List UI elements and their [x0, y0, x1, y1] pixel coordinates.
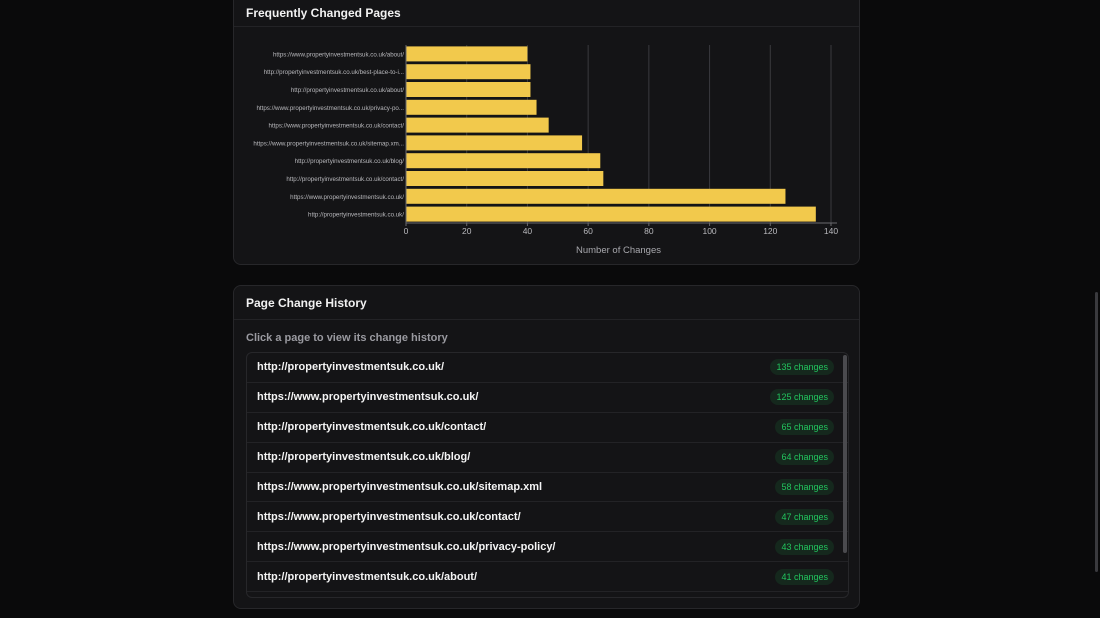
history-card-title: Page Change History [234, 286, 859, 320]
changes-bar-chart: https://www.propertyinvestmentsuk.co.uk/… [253, 45, 838, 256]
page-url: http://propertyinvestmentsuk.co.uk/about… [257, 570, 478, 583]
list-item[interactable]: http://propertyinvestmentsuk.co.uk/about… [247, 562, 848, 593]
page-url: http://propertyinvestmentsuk.co.uk/conta… [257, 421, 487, 434]
list-item[interactable]: https://www.propertyinvestmentsuk.co.uk/… [247, 383, 848, 413]
category-label: http://propertyinvestmentsuk.co.uk/blog/ [295, 158, 405, 165]
bar [406, 206, 816, 222]
bar [406, 188, 786, 204]
change-count-badge: 135 changes [770, 359, 834, 376]
x-tick-label: 140 [824, 226, 838, 236]
category-label: http://propertyinvestmentsuk.co.uk/about… [291, 87, 404, 94]
change-count-badge: 65 changes [775, 419, 834, 436]
change-count-badge: 64 changes [775, 449, 834, 466]
list-item[interactable]: https://www.propertyinvestmentsuk.co.uk/… [247, 532, 848, 563]
page-url: https://www.propertyinvestmentsuk.co.uk/… [257, 481, 543, 493]
change-count-badge: 125 changes [770, 389, 834, 406]
change-count-badge: 47 changes [775, 508, 834, 525]
category-label: https://www.propertyinvestmentsuk.co.uk/… [253, 140, 404, 147]
category-label: https://www.propertyinvestmentsuk.co.uk/… [256, 105, 404, 112]
change-count-badge: 41 changes [775, 568, 834, 585]
list-item[interactable]: https://www.propertyinvestmentsuk.co.uk/… [247, 502, 848, 533]
category-label: http://propertyinvestmentsuk.co.uk/conta… [286, 176, 404, 183]
list-scrollbar[interactable] [843, 355, 847, 553]
bar [406, 117, 549, 133]
bar [406, 135, 583, 151]
x-tick-label: 120 [763, 226, 777, 236]
page-change-history-card: Page Change History Click a page to view… [233, 285, 860, 609]
bar [406, 64, 531, 80]
page-url: https://www.propertyinvestmentsuk.co.uk/… [257, 540, 556, 553]
x-axis-label: Number of Changes [576, 245, 661, 256]
x-tick-label: 0 [404, 226, 409, 236]
category-label: https://www.propertyinvestmentsuk.co.uk/… [273, 51, 404, 58]
x-tick-label: 80 [644, 226, 654, 236]
bar [406, 82, 531, 97]
x-tick-label: 40 [523, 226, 533, 236]
page-list[interactable]: http://propertyinvestmentsuk.co.uk/135 c… [246, 352, 849, 598]
category-label: https://www.propertyinvestmentsuk.co.uk/ [290, 194, 404, 201]
bar [406, 153, 601, 169]
page-url: https://www.propertyinvestmentsuk.co.uk/… [257, 510, 521, 523]
x-tick-label: 100 [702, 226, 716, 236]
page-url: http://propertyinvestmentsuk.co.uk/blog/ [257, 451, 471, 464]
x-tick-label: 60 [583, 226, 593, 236]
chart-card-title: Frequently Changed Pages [234, 0, 859, 27]
page-scrollbar[interactable] [1095, 292, 1098, 572]
list-item[interactable]: https://www.propertyinvestmentsuk.co.uk/… [247, 473, 848, 503]
history-subtitle: Click a page to view its change history [246, 332, 448, 344]
frequently-changed-pages-card: Frequently Changed Pages https://www.pro… [233, 0, 860, 265]
page-url: https://www.propertyinvestmentsuk.co.uk/ [257, 391, 479, 404]
list-item[interactable]: http://propertyinvestmentsuk.co.uk/blog/… [247, 443, 848, 473]
x-tick-label: 20 [462, 226, 472, 236]
bar [406, 171, 604, 186]
list-item[interactable]: http://propertyinvestmentsuk.co.uk/135 c… [247, 353, 848, 383]
change-count-badge: 43 changes [775, 538, 834, 555]
category-label: https://www.propertyinvestmentsuk.co.uk/… [269, 123, 405, 130]
category-label: http://propertyinvestmentsuk.co.uk/best-… [264, 69, 405, 76]
bar [406, 46, 528, 62]
bar [406, 99, 537, 115]
page-url: http://propertyinvestmentsuk.co.uk/ [257, 361, 445, 374]
list-item[interactable]: http://propertyinvestmentsuk.co.uk/conta… [247, 413, 848, 443]
category-label: http://propertyinvestmentsuk.co.uk/ [308, 212, 404, 219]
change-count-badge: 58 changes [775, 479, 834, 495]
